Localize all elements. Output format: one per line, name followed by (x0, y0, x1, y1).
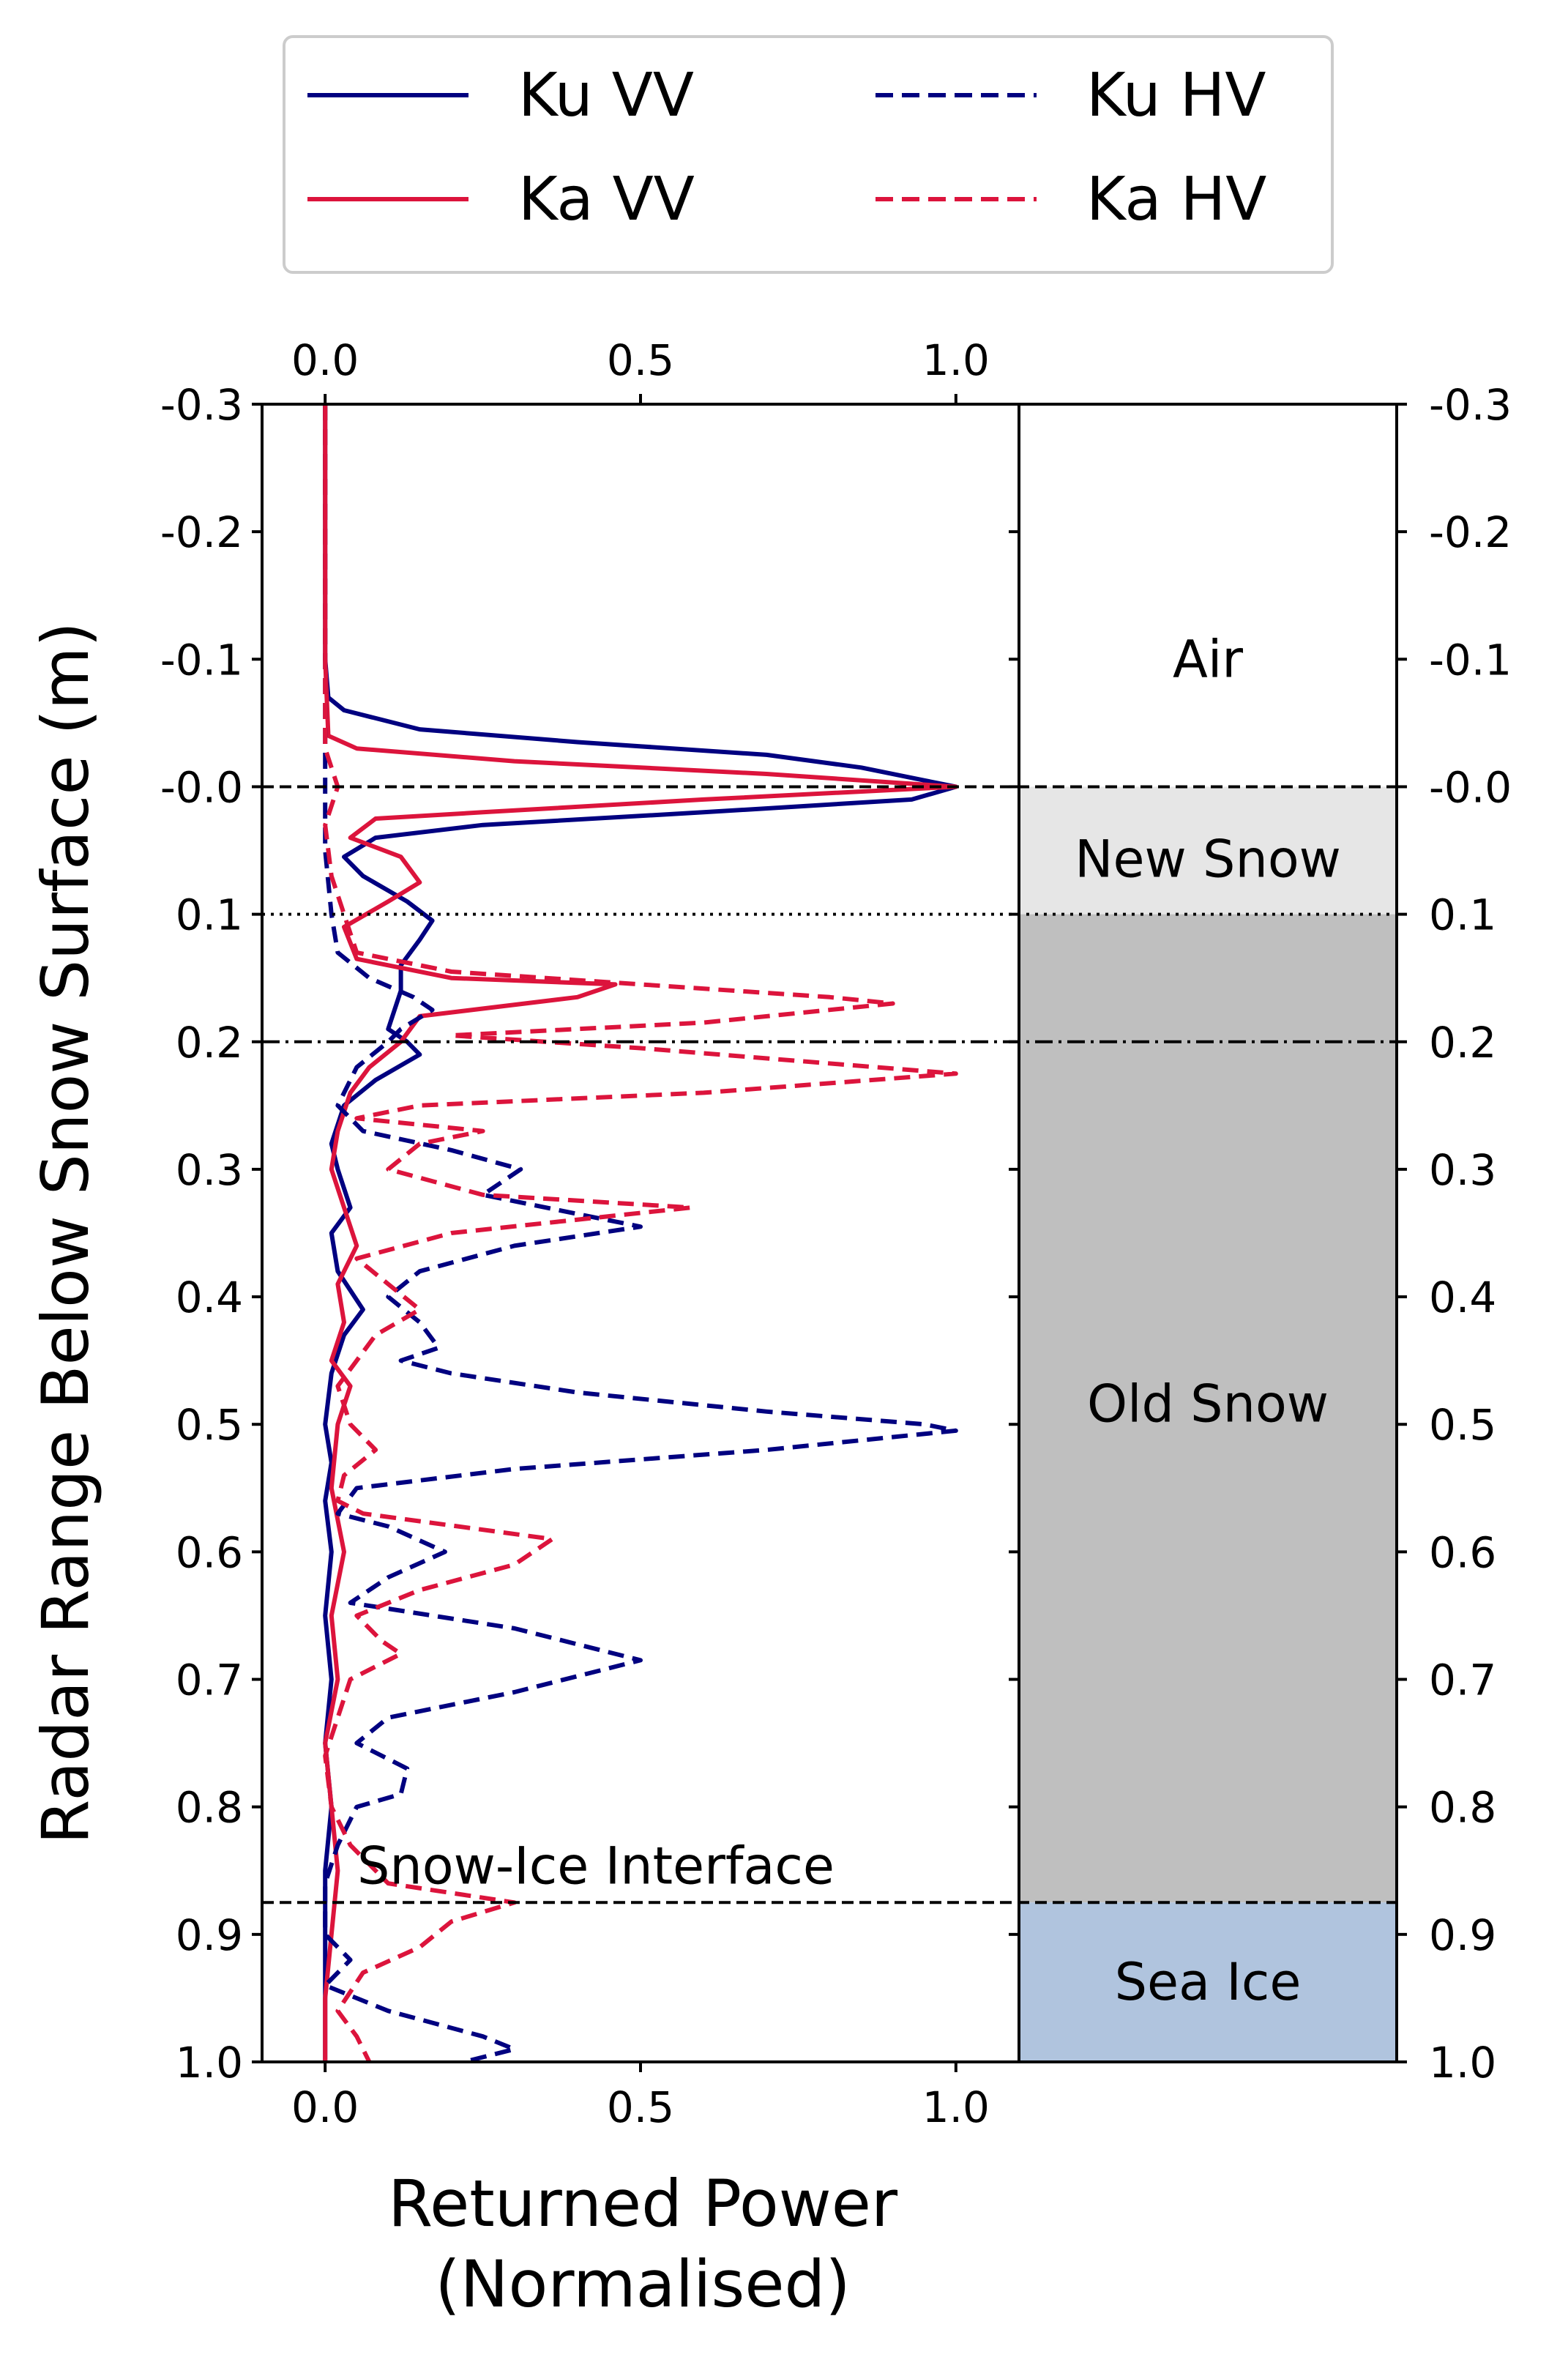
y-tick-label-left: 0.1 (176, 890, 243, 940)
y-tick-label-right: 0.3 (1429, 1145, 1496, 1195)
y-tick-label-left: 0.3 (176, 1145, 243, 1195)
y-axis-title: Radar Range Below Snow Surface (m) (28, 622, 103, 1844)
layer-sea-ice (1019, 1902, 1397, 2062)
layer-old-snow (1019, 914, 1397, 1903)
y-tick-label-left: 1.0 (176, 2038, 243, 2088)
layer-axes-frame (1018, 403, 1398, 2063)
series-line-ku-vv (323, 404, 958, 2062)
y-tick-label-right: 0.1 (1429, 890, 1496, 940)
legend-entry-ka-hv: Ka HV (876, 165, 1266, 234)
y-tick-label-left: 0.4 (176, 1273, 243, 1322)
y-tick-label-right: 0.7 (1429, 1656, 1496, 1705)
x-tick-label-top: 0.0 (291, 335, 359, 385)
layer-label-new-snow: New Snow (1075, 830, 1341, 890)
legend-entry-ka-vv: Ka VV (307, 165, 695, 234)
y-tick-label-left: 0.7 (176, 1656, 243, 1705)
snow-ice-interface-label: Snow-Ice Interface (357, 1836, 835, 1896)
y-tick-label-left: -0.0 (160, 762, 243, 812)
series-lines (323, 404, 958, 2064)
x-tick-label-top: 0.5 (607, 335, 674, 385)
legend-label-ka-vv: Ka VV (518, 165, 695, 234)
x-tick-label-bottom: 1.0 (922, 2082, 990, 2132)
y-tick-label-left: -0.3 (160, 380, 243, 430)
legend-frame (283, 35, 1334, 274)
y-tick-label-right: 0.5 (1429, 1400, 1496, 1450)
y-tick-label-right: 0.6 (1429, 1527, 1496, 1577)
y-tick-label-left: 0.5 (176, 1400, 243, 1450)
y-tick-label-right: 0.9 (1429, 1910, 1496, 1960)
x-axis-title-line2: (Normalised) (435, 2246, 850, 2322)
x-tick-label-bottom: 0.5 (607, 2082, 674, 2132)
y-tick-label-right: 0.4 (1429, 1273, 1496, 1322)
y-tick-label-left: 0.6 (176, 1527, 243, 1577)
x-axis-title-line1: Returned Power (388, 2166, 898, 2241)
y-tick-label-right: -0.1 (1429, 635, 1512, 685)
plot-area (323, 404, 958, 2064)
y-tick-label-left: 0.2 (176, 1018, 243, 1068)
legend: Ku VV Ka VV Ku HV Ka HV (283, 35, 1334, 274)
layer-label-sea-ice: Sea Ice (1115, 1952, 1302, 2012)
y-tick-label-left: 0.8 (176, 1783, 243, 1833)
layer-new-snow (1019, 786, 1397, 915)
legend-label-ku-vv: Ku VV (518, 61, 694, 130)
y-tick-label-right: 0.2 (1429, 1018, 1496, 1068)
legend-label-ku-hv: Ku HV (1086, 61, 1266, 130)
layer-panel: Air New Snow Old Snow Sea Ice (1019, 629, 1397, 2062)
y-tick-label-right: 0.8 (1429, 1783, 1496, 1833)
y-tick-label-right: 1.0 (1429, 2038, 1496, 2088)
x-tick-label-top: 1.0 (922, 335, 990, 385)
layer-label-old-snow: Old Snow (1087, 1374, 1329, 1434)
layer-label-air: Air (1173, 629, 1243, 689)
main-axes-frame (261, 403, 1020, 2063)
y-tick-label-left: -0.2 (160, 507, 243, 557)
legend-entry-ku-hv: Ku HV (876, 61, 1266, 130)
reference-lines: Snow-Ice Interface (262, 785, 1397, 1904)
x-tick-label-bottom: 0.0 (291, 2082, 359, 2132)
y-tick-label-right: -0.2 (1429, 507, 1512, 557)
series-line-ka-hv (323, 404, 958, 2063)
y-tick-label-left: -0.1 (160, 635, 243, 685)
series-line-ka-vv (323, 404, 958, 2062)
legend-entry-ku-vv: Ku VV (307, 61, 694, 130)
series-line-ku-hv (323, 404, 958, 2064)
y-tick-label-left: 0.9 (176, 1910, 243, 1960)
legend-label-ka-hv: Ka HV (1086, 165, 1266, 234)
y-tick-label-right: -0.3 (1429, 380, 1512, 430)
axis-ticks: 0.0 0.0 0.5 0.5 1.0 1.0 -0.3 -0.3 -0.2 -0.2 -0.1 -0… (160, 335, 1512, 2132)
y-tick-label-right: -0.0 (1429, 762, 1512, 812)
